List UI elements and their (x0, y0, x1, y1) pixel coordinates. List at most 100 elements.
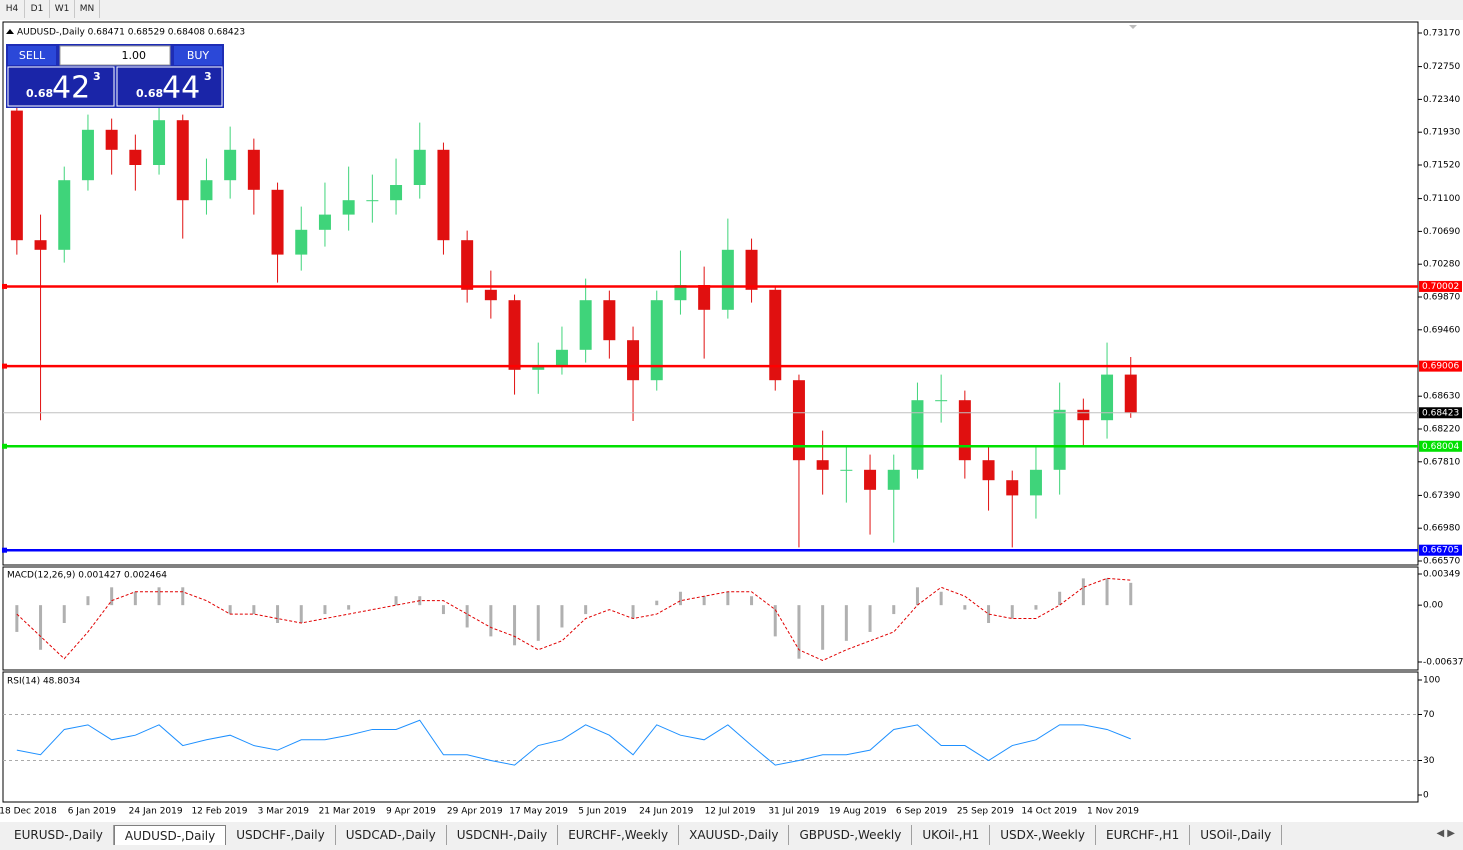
ask-box[interactable] (116, 66, 223, 107)
candle-body (461, 240, 474, 290)
candle-body (1101, 374, 1114, 421)
macd-bar (702, 596, 706, 606)
candle-body (840, 469, 853, 471)
candle-body (10, 110, 23, 241)
x-tick-label: 1 Nov 2019 (1087, 807, 1139, 817)
y-tick-label: 0.73170 (1423, 29, 1460, 39)
symbol-tab[interactable]: EURCHF-,Weekly (558, 825, 680, 845)
candle-body (366, 200, 379, 202)
x-tick-label: 21 Mar 2019 (319, 807, 376, 817)
candle-body (603, 300, 616, 341)
macd-bar (299, 605, 303, 623)
volume-input[interactable] (59, 45, 171, 66)
macd-bar (1010, 605, 1014, 619)
x-tick-label: 3 Mar 2019 (258, 807, 310, 817)
buy-label[interactable]: BUY (187, 49, 210, 62)
sell-label[interactable]: SELL (19, 49, 46, 62)
candle-body (508, 300, 521, 370)
volume-value[interactable]: 1.00 (122, 49, 147, 62)
candle-body (129, 149, 142, 165)
symbol-tab[interactable]: USDCNH-,Daily (447, 825, 559, 845)
level-label: 0.69006 (1422, 362, 1459, 372)
bid-box[interactable] (7, 66, 115, 107)
level-label: 0.70002 (1422, 282, 1459, 292)
level-handle (2, 547, 7, 553)
candle-body (816, 460, 829, 470)
macd-panel (2, 566, 1419, 671)
y-tick-label: 0.00349 (1423, 570, 1460, 580)
macd-bar (560, 605, 564, 628)
y-tick-label: 0.71100 (1423, 194, 1460, 204)
symbol-tab[interactable]: EURUSD-,Daily (4, 825, 114, 845)
timeframe-toolbar: H4 D1 W1 MN (0, 0, 100, 20)
macd-bar (157, 587, 161, 606)
bid-big: 42 (52, 71, 90, 106)
macd-bar (86, 596, 90, 606)
symbol-tab[interactable]: UKOil-,H1 (912, 825, 991, 845)
macd-bar (465, 605, 469, 628)
timeframe-button[interactable]: H4 (0, 0, 25, 18)
level-label: 0.68423 (1422, 408, 1459, 418)
candle-body (579, 300, 592, 350)
level-label-bg (1419, 360, 1462, 372)
x-tick-label: 5 Jun 2019 (578, 807, 627, 817)
symbol-tab[interactable]: USDCAD-,Daily (336, 825, 447, 845)
symbol-tab[interactable]: USDX-,Weekly (990, 825, 1096, 845)
macd-title: MACD(12,26,9) 0.001427 0.002464 (7, 571, 167, 581)
y-tick-label: -0.00637 (1423, 658, 1463, 668)
x-tick-label: 9 Apr 2019 (386, 807, 436, 817)
symbol-tab[interactable]: USOil-,Daily (1190, 825, 1283, 845)
macd-bar (252, 605, 256, 615)
chart-window: AUDUSD-,Daily 0.68471 0.68529 0.68408 0.… (0, 20, 1463, 822)
y-tick-label: 0.69870 (1423, 293, 1460, 303)
price-panel (2, 21, 1419, 566)
y-tick-label: 0.71930 (1423, 128, 1460, 138)
shift-marker (1129, 25, 1137, 29)
symbol-tab[interactable]: USDCHF-,Daily (226, 825, 336, 845)
macd-bar (631, 605, 635, 619)
ask-big: 44 (162, 71, 200, 106)
y-tick-label: 0.70280 (1423, 260, 1460, 270)
macd-bar (987, 605, 991, 623)
candle-body (911, 400, 924, 470)
candle-body (1124, 374, 1137, 413)
candle-body (982, 460, 995, 481)
candle-body (224, 149, 237, 181)
macd-bar (110, 587, 114, 606)
x-tick-label: 19 Aug 2019 (829, 807, 887, 817)
timeframe-button[interactable]: W1 (50, 0, 75, 18)
y-tick-label: 70 (1423, 710, 1435, 720)
symbol-tab[interactable]: GBPUSD-,Weekly (789, 825, 913, 845)
macd-bar (228, 605, 232, 615)
level-label-bg (1419, 407, 1462, 419)
level-label: 0.66705 (1422, 546, 1459, 556)
x-tick-label: 6 Sep 2019 (896, 807, 948, 817)
candle-body (390, 185, 403, 201)
macd-bar (1081, 578, 1085, 606)
x-tick-label: 14 Oct 2019 (1021, 807, 1077, 817)
candle-body (650, 300, 663, 381)
sell-button[interactable] (8, 46, 56, 65)
y-tick-label: 0.66980 (1423, 524, 1460, 534)
symbol-tab[interactable]: XAUUSD-,Daily (679, 825, 790, 845)
buy-button[interactable] (174, 46, 222, 65)
y-tick-label: 0.70690 (1423, 227, 1460, 237)
macd-bar (536, 605, 540, 641)
symbol-tab[interactable]: AUDUSD-,Daily (113, 825, 227, 845)
symbol-tab[interactable]: EURCHF-,H1 (1096, 825, 1191, 845)
level-label-bg (1419, 280, 1462, 292)
bid-prefix: 0.68 (26, 87, 53, 100)
chart-title: AUDUSD-,Daily 0.68471 0.68529 0.68408 0.… (17, 28, 245, 38)
macd-bar (181, 587, 185, 606)
macd-bar (1105, 578, 1109, 606)
timeframe-button[interactable]: D1 (25, 0, 50, 18)
x-tick-label: 29 Apr 2019 (447, 807, 503, 817)
y-tick-label: 30 (1423, 756, 1435, 766)
tab-scroll[interactable]: ◀ ▶ (1436, 828, 1455, 839)
candle-body (1006, 480, 1019, 496)
candle-body (887, 469, 900, 490)
rsi-line (16, 719, 1131, 766)
timeframe-button[interactable]: MN (75, 0, 100, 18)
macd-bar (655, 600, 659, 606)
macd-bar (133, 591, 137, 606)
